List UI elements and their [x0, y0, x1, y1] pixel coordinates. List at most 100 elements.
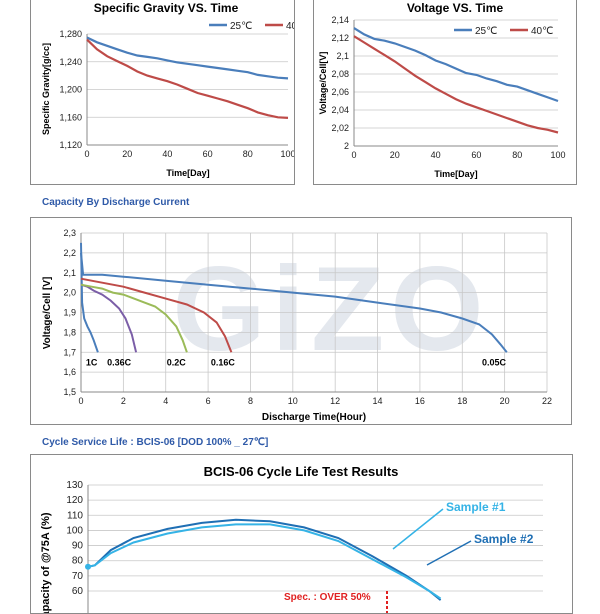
y-tick-label: 100 — [66, 525, 83, 536]
voltage-time-panel: Voltage VS. Time 2 2,02 2,04 2,06 2,08 2,1 2,12… — [313, 0, 577, 185]
annotation-arrow-1 — [392, 508, 444, 550]
y-tick-label: 2,08 — [331, 69, 349, 79]
legend-label: 25℃ — [475, 26, 497, 37]
series-label: 0.2C — [167, 357, 187, 367]
specific-gravity-chart: Specific Gravity VS. Time 1,120 1,160 1,200… — [41, 1, 294, 178]
y-tick-label: 60 — [72, 586, 84, 597]
y-axis-label: Specific Gravity[g/cc] — [41, 43, 51, 135]
y-tick-label: 2,06 — [331, 87, 349, 97]
start-marker — [85, 563, 91, 570]
y-tick-label: 1,5 — [63, 387, 76, 397]
series-label: 1C — [86, 357, 98, 367]
x-tick-label: 10 — [288, 396, 298, 406]
annotation-sample-1: Sample #1 — [446, 500, 506, 514]
x-tick-label: 40 — [431, 150, 441, 160]
y-tick-label: 80 — [72, 556, 84, 567]
series-line — [353, 35, 559, 134]
series-line — [80, 277, 233, 353]
x-tick-label: 80 — [512, 150, 522, 160]
x-tick-label: 0 — [351, 150, 356, 160]
x-tick-label: 20 — [122, 149, 132, 159]
y-axis-label: Voltage/Cell [V] — [42, 277, 53, 350]
y-tick-label: 2,3 — [63, 228, 76, 238]
y-tick-label: 2,1 — [63, 268, 76, 278]
y-tick-label: 1,8 — [63, 327, 76, 337]
x-tick-label: 60 — [203, 149, 213, 159]
y-tick-label: 1,9 — [63, 308, 76, 318]
legend-label: 40℃ — [286, 21, 294, 32]
x-tick-label: 0 — [78, 396, 83, 406]
x-tick-label: 6 — [206, 396, 211, 406]
x-axis-label: Time[Day] — [434, 169, 477, 179]
y-tick-label: 130 — [66, 480, 83, 491]
series-line — [86, 36, 289, 80]
y-tick-label: 90 — [72, 541, 84, 552]
y-axis-label: Voltage/Cell[V] — [318, 52, 328, 115]
y-tick-label: 110 — [67, 510, 83, 521]
series-line — [87, 523, 442, 600]
x-tick-label: 100 — [280, 149, 294, 159]
x-tick-label: 14 — [373, 396, 383, 406]
x-tick-label: 8 — [248, 396, 253, 406]
y-tick-label: 1,240 — [59, 57, 82, 67]
y-tick-label: 70 — [72, 571, 84, 582]
x-tick-label: 22 — [542, 396, 552, 406]
x-tick-label: 20 — [390, 150, 400, 160]
x-tick-label: 0 — [84, 149, 89, 159]
cycle-life-chart: BCIS-06 Cycle Life Test Results 60 70 80 90 1… — [40, 464, 543, 613]
legend-label: 40℃ — [531, 26, 553, 37]
y-tick-label: 2,1 — [336, 51, 349, 61]
x-axis-label: Discharge Time(Hour) — [262, 412, 366, 423]
x-tick-label: 100 — [550, 150, 565, 160]
cycle-section-heading: Cycle Service Life : BCIS-06 [DOD 100% _… — [42, 437, 269, 448]
y-tick-label: 2,2 — [63, 248, 76, 258]
series-line — [80, 242, 99, 353]
y-axis-label: apacity of @75A (%) — [40, 512, 52, 613]
x-tick-label: 80 — [243, 149, 253, 159]
chart-title: Voltage VS. Time — [407, 1, 504, 15]
series-label: 0.05C — [482, 357, 507, 367]
discharge-panel: GiZO 1,5 1,6 1,7 1,8 1,9 2,0 2,1 2,2 2,3 0 2 4 6 8 10 12… — [30, 217, 572, 425]
y-tick-label: 1,160 — [59, 112, 82, 122]
watermark: GiZO — [172, 242, 489, 376]
y-tick-label: 1,200 — [59, 85, 82, 95]
x-tick-label: 20 — [500, 396, 510, 406]
x-tick-label: 16 — [415, 396, 425, 406]
specific-gravity-panel: Specific Gravity VS. Time 1,120 1,160 1,200… — [30, 0, 295, 185]
y-tick-label: 2,0 — [63, 288, 76, 298]
y-tick-label: 1,7 — [63, 347, 76, 357]
chart-title: BCIS-06 Cycle Life Test Results — [204, 464, 399, 479]
x-tick-label: 2 — [121, 396, 126, 406]
x-tick-label: 40 — [162, 149, 172, 159]
series-line — [80, 283, 138, 353]
y-tick-label: 120 — [66, 495, 83, 506]
annotation-spec: Spec. : OVER 50% — [284, 592, 371, 603]
series-line — [80, 283, 188, 353]
x-tick-label: 60 — [471, 150, 481, 160]
x-tick-label: 12 — [330, 396, 340, 406]
cycle-life-panel: BCIS-06 Cycle Life Test Results 60 70 80 90 1… — [30, 454, 573, 614]
x-tick-label: 18 — [457, 396, 467, 406]
y-tick-label: 1,6 — [63, 367, 76, 377]
series-line — [353, 27, 559, 103]
series-line — [80, 252, 508, 353]
y-tick-label: 2 — [344, 141, 349, 151]
y-tick-label: 2,12 — [331, 33, 349, 43]
series-line — [86, 38, 289, 119]
chart-title: Specific Gravity VS. Time — [94, 1, 239, 15]
discharge-chart: GiZO 1,5 1,6 1,7 1,8 1,9 2,0 2,1 2,2 2,3 0 2 4 6 8 10 12… — [42, 228, 552, 423]
legend-label: 25℃ — [230, 21, 252, 32]
y-tick-label: 1,120 — [59, 140, 82, 150]
y-tick-label: 2,14 — [331, 15, 349, 25]
y-tick-label: 1,280 — [59, 29, 82, 39]
series-label: 0.16C — [211, 357, 236, 367]
x-axis-label: Time[Day] — [166, 168, 209, 178]
annotation-arrow-2 — [426, 540, 472, 566]
discharge-section-heading: Capacity By Discharge Current — [42, 197, 190, 208]
series-label: 0.36C — [107, 357, 132, 367]
series-line — [87, 518, 442, 601]
annotation-sample-2: Sample #2 — [474, 532, 534, 546]
y-tick-label: 2,04 — [331, 105, 349, 115]
voltage-time-chart: Voltage VS. Time 2 2,02 2,04 2,06 2,08 2,1 2,12… — [318, 1, 566, 179]
x-tick-label: 4 — [163, 396, 168, 406]
